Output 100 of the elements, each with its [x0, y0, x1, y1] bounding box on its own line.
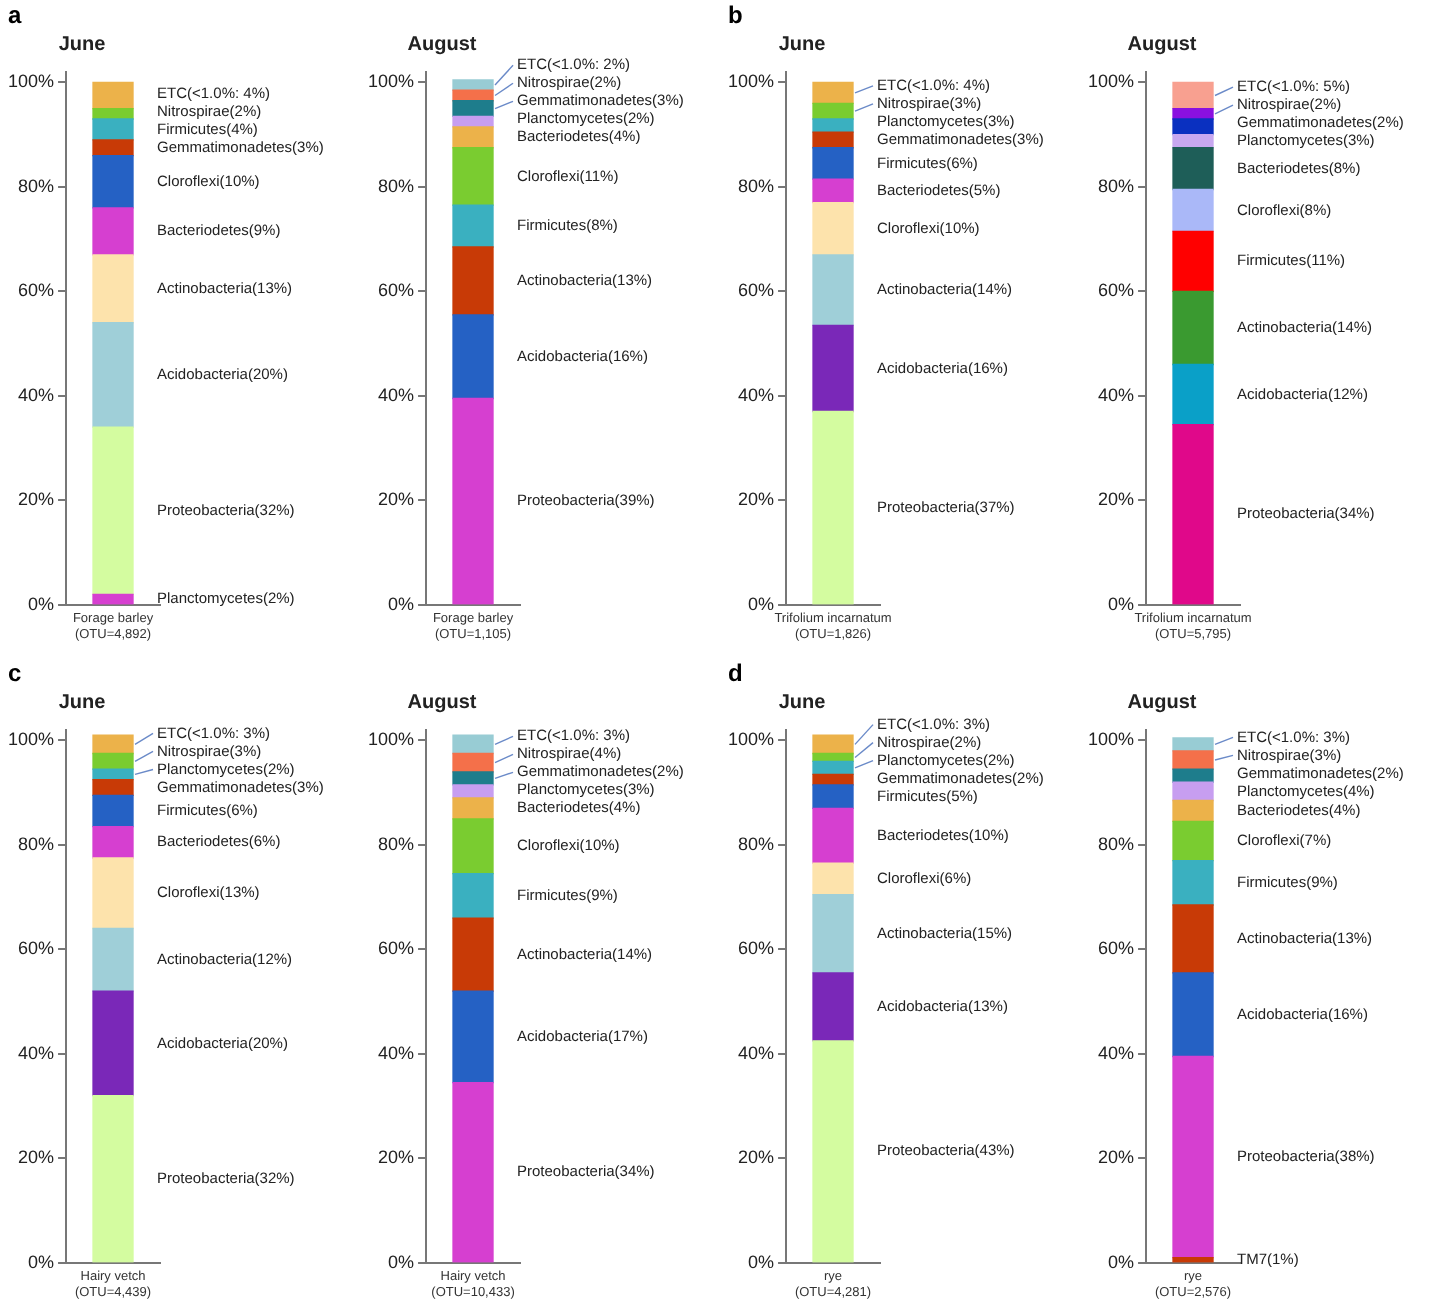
- y-tick-label: 0%: [28, 593, 55, 614]
- y-tick-label: 100%: [727, 729, 775, 750]
- bar: [452, 1081, 494, 1263]
- bar: [812, 178, 854, 204]
- bar: [1172, 147, 1214, 191]
- bar: [92, 426, 134, 596]
- y-tick-label: 100%: [1087, 729, 1135, 750]
- bar: [452, 79, 494, 91]
- y-tick-label: 20%: [378, 1147, 415, 1168]
- bar: [1172, 363, 1214, 426]
- bar: [452, 990, 494, 1084]
- y-tick-label: 80%: [18, 833, 55, 854]
- bar: [452, 204, 494, 248]
- y-tick-label: 40%: [378, 1042, 415, 1063]
- bar: [452, 917, 494, 992]
- text: d: [728, 658, 743, 687]
- y-tick-label: 80%: [18, 175, 55, 196]
- y-tick-label: 20%: [378, 489, 415, 510]
- y-tick-label: 60%: [1098, 280, 1135, 301]
- bar: [92, 207, 134, 256]
- bar: [452, 752, 494, 773]
- chart-title: June: [58, 33, 107, 56]
- bar: [452, 246, 494, 316]
- y-tick-label: 60%: [738, 938, 775, 959]
- y-tick-label: 0%: [1108, 1251, 1135, 1272]
- bar: [92, 857, 134, 930]
- y-tick-label: 60%: [378, 280, 415, 301]
- y-tick-label: 60%: [1098, 938, 1135, 959]
- bar: [1172, 188, 1214, 232]
- bar: [92, 927, 134, 992]
- bar: [92, 593, 134, 605]
- bar: [452, 100, 494, 118]
- bar: [92, 752, 134, 770]
- bar: [452, 147, 494, 206]
- bar: [812, 147, 854, 180]
- bar: [92, 139, 134, 157]
- bar: [1172, 118, 1214, 136]
- y-tick-label: 60%: [18, 280, 55, 301]
- bar: [1172, 750, 1214, 770]
- bar: [1172, 230, 1214, 293]
- bar: [812, 1040, 854, 1263]
- bar: [1172, 1256, 1214, 1263]
- y-tick-label: 60%: [378, 938, 415, 959]
- y-tick-label: 80%: [378, 833, 415, 854]
- y-tick-label: 80%: [378, 175, 415, 196]
- chart-title: June: [778, 691, 827, 714]
- bar: [92, 825, 134, 859]
- bar: [812, 324, 854, 413]
- y-tick-label: 60%: [738, 280, 775, 301]
- y-tick-label: 20%: [1098, 1147, 1135, 1168]
- text: c: [8, 658, 22, 687]
- y-tick-label: 0%: [1108, 593, 1135, 614]
- bar: [92, 1094, 134, 1263]
- bar: [452, 872, 494, 919]
- bar: [1172, 799, 1214, 823]
- y-tick-label: 20%: [18, 1147, 55, 1168]
- bar: [812, 118, 854, 133]
- y-tick-label: 100%: [367, 729, 415, 750]
- bar: [1172, 904, 1214, 974]
- y-tick-label: 40%: [738, 1042, 775, 1063]
- y-tick-label: 0%: [28, 1251, 55, 1272]
- text: a: [8, 0, 22, 29]
- bar: [92, 154, 134, 209]
- y-tick-label: 60%: [18, 938, 55, 959]
- y-tick-label: 20%: [18, 489, 55, 510]
- y-tick-label: 100%: [7, 729, 55, 750]
- y-tick-label: 100%: [7, 71, 55, 92]
- bar: [92, 81, 134, 110]
- bar: [452, 818, 494, 875]
- y-tick-label: 100%: [367, 71, 415, 92]
- bar: [1172, 737, 1214, 752]
- chart-title: August: [1127, 33, 1198, 56]
- bar: [812, 784, 854, 810]
- bar: [92, 794, 134, 828]
- bar: [92, 322, 134, 428]
- bar: [452, 797, 494, 820]
- y-tick-label: 80%: [738, 175, 775, 196]
- bar: [812, 807, 854, 864]
- y-tick-label: 100%: [1087, 71, 1135, 92]
- bar: [92, 734, 134, 755]
- bar: [92, 118, 134, 141]
- bar: [812, 410, 854, 605]
- bar: [812, 201, 854, 256]
- bar: [92, 778, 134, 796]
- bar: [812, 81, 854, 104]
- bar: [452, 771, 494, 786]
- bar: [452, 784, 494, 799]
- bar: [1172, 768, 1214, 783]
- y-tick-label: 0%: [748, 1251, 775, 1272]
- y-tick-label: 40%: [1098, 1042, 1135, 1063]
- bar: [452, 397, 494, 605]
- bar: [812, 862, 854, 896]
- y-tick-label: 0%: [748, 593, 775, 614]
- bar: [92, 254, 134, 324]
- bar: [452, 126, 494, 149]
- bar: [1172, 859, 1214, 906]
- bar: [812, 972, 854, 1042]
- y-tick-label: 40%: [18, 384, 55, 405]
- y-tick-label: 40%: [738, 384, 775, 405]
- y-tick-label: 80%: [738, 833, 775, 854]
